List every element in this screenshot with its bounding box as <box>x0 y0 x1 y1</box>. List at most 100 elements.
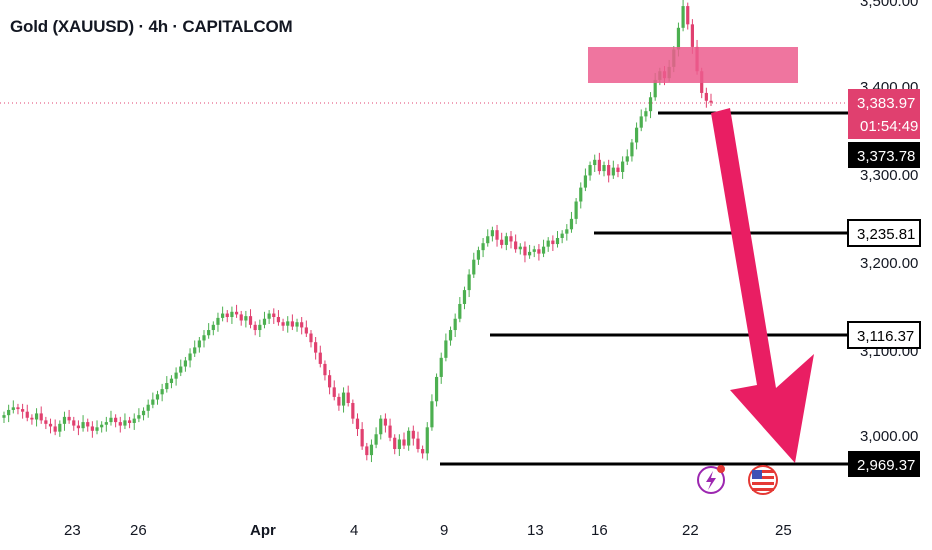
candle-body <box>234 311 239 315</box>
candle-body <box>323 363 327 376</box>
candle-body <box>430 401 434 428</box>
candle-body <box>25 411 29 418</box>
candle-body <box>314 342 318 353</box>
candle-body <box>188 353 192 361</box>
level-lines <box>440 111 848 466</box>
candle-body <box>2 415 6 418</box>
candle-body <box>583 175 588 188</box>
candle-body <box>495 230 499 240</box>
candle-body <box>67 416 71 421</box>
candle-body <box>39 413 43 421</box>
level-tag-label: 3,235.81 <box>857 226 915 243</box>
candle-body <box>86 422 90 427</box>
candle-body <box>374 434 378 445</box>
candle-body <box>221 313 225 318</box>
candle-body <box>290 321 294 327</box>
candle-body <box>388 425 392 438</box>
candle-body <box>509 236 513 242</box>
candle-body <box>225 313 229 318</box>
candle-body <box>244 316 248 321</box>
lightning-event-icon[interactable] <box>697 465 725 494</box>
candle-body <box>267 313 271 319</box>
level-tag-4: 2,969.37 <box>848 451 920 477</box>
time-label: 25 <box>775 522 792 539</box>
candle-body <box>30 417 34 420</box>
candle-body <box>341 392 346 406</box>
candle-body <box>653 79 657 98</box>
chart-title: Gold (XAUUSD) · 4h · CAPITALCOM <box>10 17 293 36</box>
candle-body <box>481 243 485 251</box>
countdown-timer: 01:54:49 <box>860 118 918 135</box>
candle-body <box>100 424 104 428</box>
candle-body <box>300 322 304 328</box>
candle-body <box>607 165 611 176</box>
price-tick: 3,500.00 <box>860 0 918 10</box>
candle-body <box>146 404 150 411</box>
candle-body <box>411 430 415 439</box>
candle-body <box>286 321 290 326</box>
candle-body <box>16 407 20 410</box>
candle-body <box>95 427 99 431</box>
time-label: 9 <box>440 522 448 539</box>
candle-body <box>109 417 113 423</box>
candle-body <box>416 438 420 450</box>
candle-body <box>174 372 178 379</box>
candle-body <box>141 410 146 416</box>
time-label: 13 <box>527 522 544 539</box>
price-axis: 3,500.00 3,400.00 3,300.00 3,200.00 3,10… <box>860 0 918 445</box>
candle-body <box>81 422 85 429</box>
candle-body <box>193 347 197 354</box>
candle-body <box>402 439 406 446</box>
candle-body <box>518 246 522 250</box>
candle-body <box>58 423 62 432</box>
candle-body <box>262 318 267 325</box>
candle-body <box>132 418 136 423</box>
candle-body <box>62 416 67 424</box>
candle-body <box>155 394 160 400</box>
level-tag-label: 2,969.37 <box>857 457 915 474</box>
candle-body <box>318 352 322 364</box>
candle-body <box>383 418 388 426</box>
candle-body <box>276 317 281 323</box>
candle-body <box>48 423 53 427</box>
candle-body <box>532 249 536 252</box>
candle-body <box>127 420 132 423</box>
candle-body <box>434 376 439 402</box>
candle-body <box>537 249 541 254</box>
candle-body <box>239 314 243 321</box>
time-label: 16 <box>591 522 608 539</box>
candle-body <box>90 426 94 431</box>
candle-body <box>709 100 713 103</box>
candle-body <box>444 340 448 358</box>
last-price-tag: 3,383.97 01:54:49 <box>848 89 920 139</box>
candle-body <box>327 375 332 388</box>
candle-body <box>72 420 76 426</box>
candle-body <box>169 378 174 384</box>
time-label: 4 <box>350 522 358 539</box>
candle-body <box>565 229 569 234</box>
candle-body <box>76 425 81 429</box>
candle-body <box>393 437 397 450</box>
candle-body <box>281 322 285 326</box>
candle-body <box>332 387 336 397</box>
candle-body <box>593 159 597 166</box>
candle-body <box>439 357 443 377</box>
candle-body <box>165 383 169 390</box>
candle-body <box>527 251 532 256</box>
price-tick: 3,000.00 <box>860 428 918 445</box>
price-tick: 3,300.00 <box>860 167 918 184</box>
candle-body <box>555 237 560 245</box>
candle-body <box>514 241 518 250</box>
candle-body <box>253 324 257 331</box>
candle-body <box>611 167 615 176</box>
candle-body <box>602 165 606 172</box>
candle-body <box>462 290 467 304</box>
candle-body <box>248 316 253 325</box>
us-flag-event-icon[interactable] <box>748 465 778 495</box>
last-price-value: 3,383.97 <box>857 95 915 112</box>
candle-body <box>621 161 625 172</box>
candle-body <box>7 409 11 416</box>
resistance-zone[interactable] <box>588 47 798 83</box>
candle-body <box>197 340 201 348</box>
